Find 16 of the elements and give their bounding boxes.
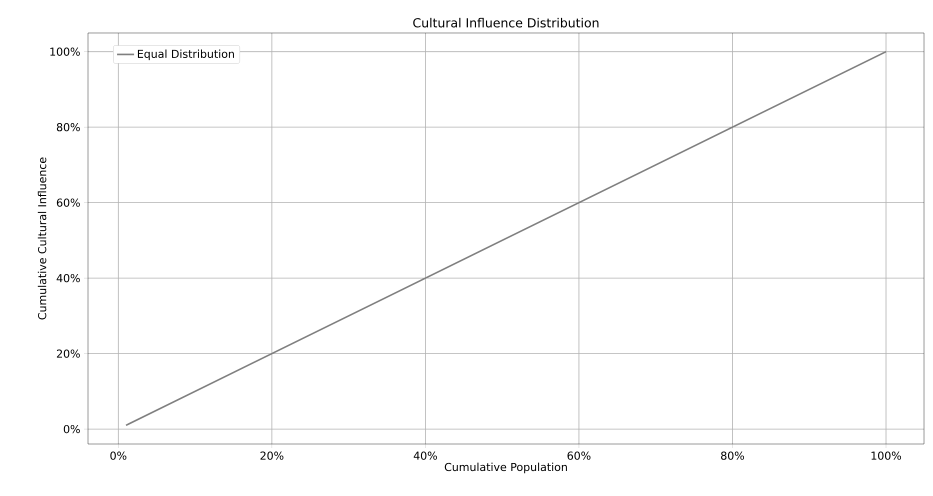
y-tick-label: 60% bbox=[56, 198, 80, 207]
y-tick-label: 0% bbox=[64, 424, 80, 434]
x-tick-label: 40% bbox=[414, 452, 437, 460]
x-tick-label: 60% bbox=[568, 452, 590, 460]
x-tick-label: 20% bbox=[260, 452, 284, 460]
x-tick-label: 80% bbox=[721, 452, 744, 460]
y-tick-label: 100% bbox=[50, 48, 80, 56]
x-axis-title: Cumulative Population bbox=[444, 462, 567, 474]
chart-title: Cultural Influence Distribution bbox=[413, 18, 598, 28]
y-tick-label: 80% bbox=[56, 123, 80, 132]
legend-label: Equal Distribution bbox=[138, 50, 234, 60]
y-axis-title: Cumulative Cultural Influence bbox=[38, 158, 46, 320]
y-tick-label: 20% bbox=[56, 349, 80, 358]
x-tick-label: 0% bbox=[110, 452, 126, 460]
x-tick-label: 100% bbox=[872, 452, 902, 460]
y-tick-label: 40% bbox=[56, 274, 80, 282]
